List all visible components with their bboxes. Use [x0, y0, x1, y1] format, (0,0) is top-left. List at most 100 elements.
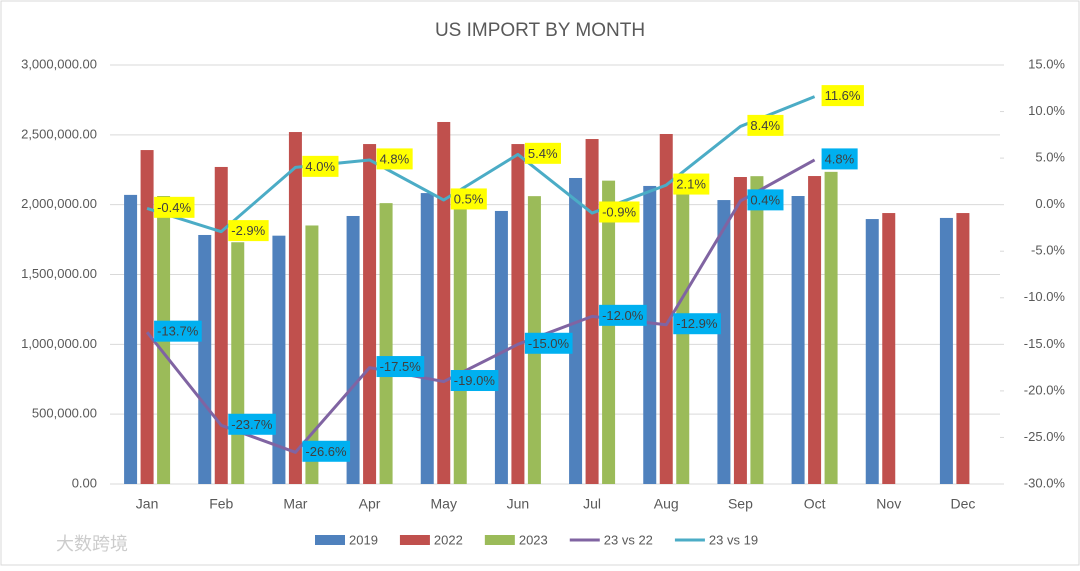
- data-label-bg: [228, 413, 276, 435]
- bar: [363, 144, 377, 484]
- bar: [717, 200, 731, 484]
- line: [145, 158, 816, 454]
- data-label-bg: [376, 148, 413, 170]
- x-tick-label: Apr: [359, 496, 381, 512]
- bar: [437, 121, 451, 484]
- data-label: -0.4%: [157, 200, 191, 215]
- y2-tick-label: -30.0%: [1024, 475, 1066, 490]
- data-label: -12.0%: [602, 308, 644, 323]
- x-tick-label: Nov: [876, 496, 901, 512]
- data-label: -15.0%: [528, 336, 570, 351]
- y2-tick-label: -25.0%: [1024, 429, 1066, 444]
- y2-tick-label: -20.0%: [1024, 382, 1066, 397]
- x-tick-label: Jul: [583, 496, 601, 512]
- bar: [511, 144, 525, 484]
- data-label: 0.4%: [750, 192, 780, 207]
- data-label: -17.5%: [380, 359, 422, 374]
- y2-tick-label: 5.0%: [1035, 150, 1065, 165]
- legend-label: 2023: [519, 532, 548, 547]
- bar: [214, 166, 228, 484]
- bar: [379, 203, 393, 484]
- x-tick-label: Sep: [728, 496, 753, 512]
- x-tick-label: Jun: [507, 496, 530, 512]
- data-label: 4.8%: [825, 151, 855, 166]
- data-label: 2.1%: [676, 177, 706, 192]
- data-label-bg: [154, 196, 195, 218]
- data-label-bg: [599, 304, 647, 326]
- bar: [453, 191, 467, 484]
- bar: [198, 234, 212, 484]
- data-label: 0.5%: [454, 191, 484, 206]
- y2-tick-label: -10.0%: [1024, 289, 1066, 304]
- bar: [956, 213, 970, 484]
- bar: [346, 215, 360, 484]
- data-label: 5.4%: [528, 146, 558, 161]
- data-label-bg: [524, 332, 573, 354]
- y2-tick-label: 15.0%: [1028, 56, 1065, 71]
- y-tick-label: 3,000,000.00: [21, 56, 97, 71]
- bar: [939, 217, 953, 484]
- data-label: -2.9%: [231, 223, 265, 238]
- bar: [305, 225, 319, 485]
- data-label-bg: [821, 85, 864, 107]
- data-label-bg: [599, 201, 640, 223]
- y-tick-label: 0.00: [72, 475, 97, 490]
- y2-tick-label: 0.0%: [1035, 196, 1065, 211]
- legend-label: 23 vs 22: [604, 532, 653, 547]
- y-tick-label: 1,000,000.00: [21, 336, 97, 351]
- data-label-bg: [302, 155, 339, 177]
- bar: [733, 177, 747, 484]
- data-label: -13.7%: [157, 324, 199, 339]
- legend-label: 2019: [349, 532, 378, 547]
- y-tick-label: 500,000.00: [32, 406, 97, 421]
- x-tick-label: Jan: [136, 496, 159, 512]
- data-label: 4.0%: [305, 159, 335, 174]
- bar: [882, 213, 896, 484]
- data-label-bg: [154, 320, 202, 342]
- legend-label: 23 vs 19: [709, 532, 758, 547]
- data-label-bg: [673, 173, 710, 195]
- legend-swatch: [484, 535, 515, 545]
- data-label-bg: [228, 220, 269, 242]
- y2-tick-label: -5.0%: [1031, 243, 1065, 258]
- data-label-bg: [673, 313, 721, 335]
- data-label-bg: [747, 114, 784, 136]
- line: [146, 95, 816, 234]
- bar: [585, 139, 599, 485]
- data-label: 8.4%: [750, 118, 780, 133]
- data-label: -19.0%: [454, 373, 496, 388]
- bar: [865, 219, 879, 484]
- data-label-bg: [376, 356, 425, 378]
- x-tick-label: Dec: [950, 496, 975, 512]
- bar: [659, 133, 673, 484]
- bar: [231, 242, 245, 484]
- data-label: -0.9%: [602, 204, 636, 219]
- bar: [808, 176, 822, 484]
- y-tick-label: 1,500,000.00: [21, 266, 97, 281]
- y2-tick-label: 10.0%: [1028, 103, 1065, 118]
- y2-tick-label: -15.0%: [1024, 336, 1066, 351]
- y-tick-label: 2,000,000.00: [21, 196, 97, 211]
- watermark: 大数跨境: [56, 534, 128, 554]
- bar: [750, 176, 764, 484]
- data-label: -23.7%: [231, 417, 273, 432]
- data-label-bg: [747, 189, 784, 211]
- data-label: -26.6%: [305, 444, 347, 459]
- bar: [569, 177, 583, 484]
- x-tick-label: Mar: [283, 496, 307, 512]
- legend-swatch: [315, 535, 345, 545]
- x-tick-label: Feb: [209, 496, 233, 512]
- data-label: 4.8%: [380, 151, 410, 166]
- bar: [494, 210, 508, 484]
- bar: [791, 196, 805, 485]
- data-label-bg: [524, 142, 561, 164]
- bar: [420, 193, 434, 484]
- bar: [643, 185, 657, 484]
- data-label: -12.9%: [676, 316, 718, 331]
- data-label-bg: [450, 188, 487, 210]
- bar: [824, 171, 838, 484]
- chart-title: US IMPORT BY MONTH: [435, 20, 645, 41]
- x-tick-label: Oct: [804, 496, 826, 512]
- data-label-bg: [821, 148, 858, 170]
